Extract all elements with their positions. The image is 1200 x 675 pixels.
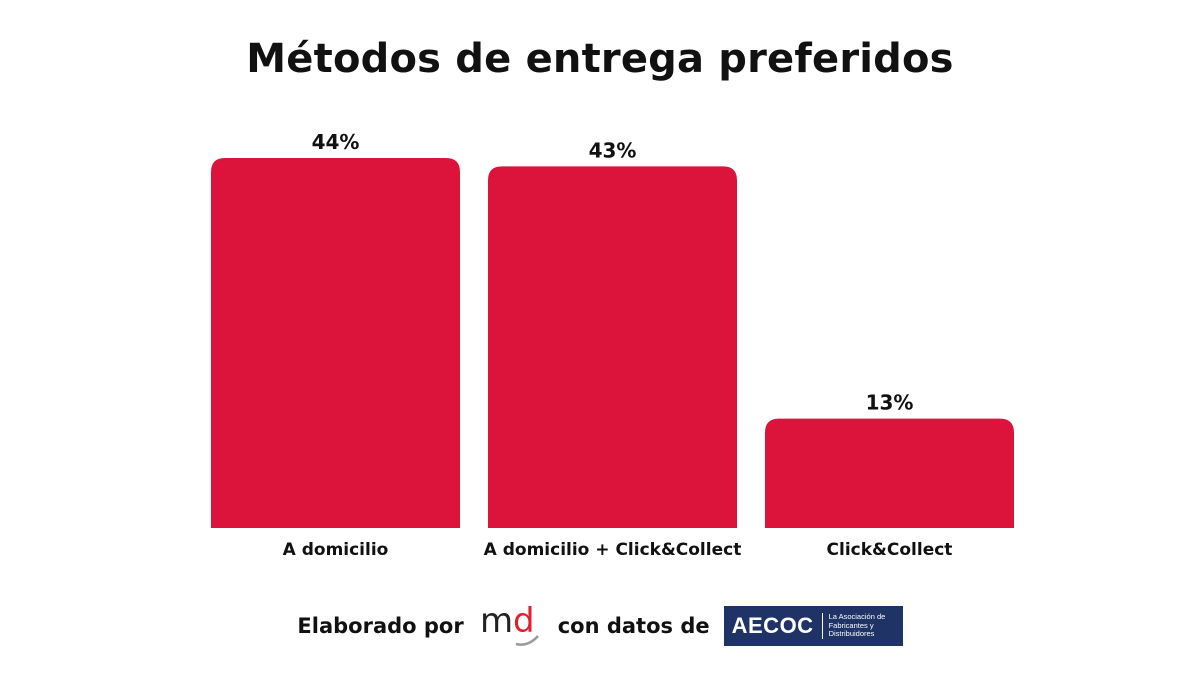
bar-3 bbox=[765, 418, 1014, 528]
data-label-3: 13% bbox=[866, 391, 914, 415]
aecoc-logo-text: AECOC bbox=[732, 613, 823, 639]
chart-title: Métodos de entrega preferidos bbox=[246, 36, 954, 82]
category-label-3: Click&Collect bbox=[827, 540, 953, 560]
footer-middle: con datos de bbox=[557, 614, 710, 638]
category-label-2: A domicilio + Click&Collect bbox=[484, 540, 742, 560]
aecoc-logo-subtitle: La Asociación de Fabricantes y Distribui… bbox=[828, 612, 886, 639]
bar-2 bbox=[488, 166, 737, 528]
data-label-2: 43% bbox=[589, 138, 637, 162]
aecoc-logo: AECOC La Asociación de Fabricantes y Dis… bbox=[723, 606, 903, 646]
data-label-1: 44% bbox=[312, 130, 360, 154]
md-logo-letter-d: d bbox=[513, 601, 535, 641]
md-logo-letter-m: m bbox=[480, 601, 513, 641]
footer-prefix: Elaborado por bbox=[297, 614, 464, 638]
footer-credits: Elaborado por m d con datos de AECOC La … bbox=[0, 600, 1200, 652]
bar-chart: 44% A domicilio 43% A domicilio + Click&Col… bbox=[211, 130, 1014, 560]
bar-1 bbox=[211, 158, 460, 528]
category-label-1: A domicilio bbox=[283, 540, 389, 560]
md-logo: m d bbox=[478, 600, 544, 652]
md-logo-swoosh bbox=[515, 635, 539, 646]
